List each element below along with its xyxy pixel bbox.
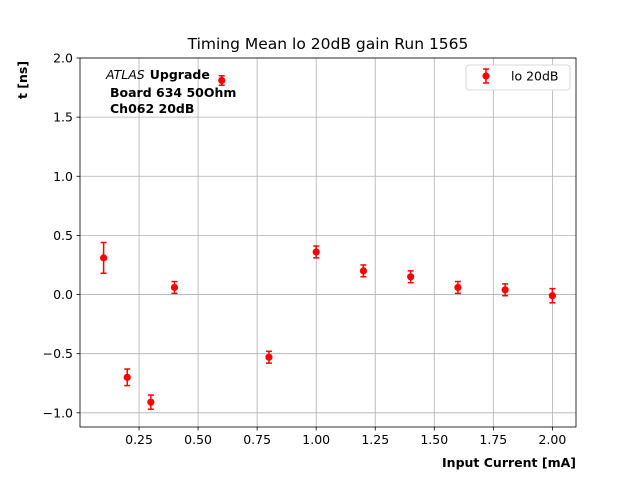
x-tick-label: 0.25 bbox=[125, 432, 153, 447]
x-axis-label: Input Current [mA] bbox=[442, 455, 576, 470]
data-point bbox=[359, 267, 368, 275]
x-tick-label: 1.25 bbox=[361, 432, 389, 447]
annotation-board: Board 634 50Ohm bbox=[110, 85, 236, 100]
x-tick-label: 1.75 bbox=[479, 432, 507, 447]
data-point bbox=[501, 286, 509, 294]
data-point bbox=[312, 248, 320, 256]
data-point bbox=[100, 254, 108, 262]
data-point bbox=[454, 283, 462, 292]
x-tick-label: 0.75 bbox=[243, 432, 271, 447]
upgrade-label: Upgrade bbox=[150, 67, 210, 82]
y-tick-label: 0.5 bbox=[53, 228, 73, 243]
data-point bbox=[147, 398, 155, 406]
y-axis-ticks: −1.0 −0.5 0.0 0.5 1.0 1.5 2.0 bbox=[43, 51, 80, 420]
atlas-annotation: ATLAS Upgrade Board 634 50Ohm Ch062 20dB bbox=[105, 67, 236, 116]
x-tick-label: 1.00 bbox=[302, 432, 330, 447]
y-tick-label: 1.0 bbox=[53, 169, 73, 184]
x-axis-ticks: 0.25 0.50 0.75 1.00 1.25 1.50 1.75 2.00 bbox=[125, 427, 566, 447]
data-point bbox=[548, 292, 556, 300]
annotation-line-1: ATLAS Upgrade bbox=[105, 67, 210, 82]
y-tick-label: −1.0 bbox=[43, 405, 73, 420]
y-tick-label: 1.5 bbox=[53, 110, 73, 125]
data-point bbox=[123, 373, 131, 381]
legend-marker bbox=[482, 72, 490, 80]
x-tick-label: 1.50 bbox=[420, 432, 448, 447]
data-point bbox=[407, 273, 415, 281]
chart-title: Timing Mean lo 20dB gain Run 1565 bbox=[187, 35, 469, 53]
y-tick-label: 0.0 bbox=[53, 287, 73, 302]
data-series bbox=[100, 74, 556, 411]
atlas-label: ATLAS bbox=[105, 67, 145, 82]
data-point bbox=[170, 283, 179, 292]
x-tick-label: 2.00 bbox=[538, 432, 566, 447]
legend-box bbox=[465, 64, 571, 91]
data-point bbox=[218, 76, 226, 85]
y-tick-label: 2.0 bbox=[53, 51, 73, 66]
data-point bbox=[265, 353, 273, 361]
legend-label: lo 20dB bbox=[511, 69, 559, 84]
x-tick-label: 0.50 bbox=[184, 432, 212, 447]
axes-frame bbox=[79, 57, 577, 428]
legend: lo 20dB bbox=[465, 64, 571, 91]
y-axis-label: t [ns] bbox=[15, 61, 30, 99]
y-tick-label: −0.5 bbox=[43, 346, 73, 361]
annotation-channel: Ch062 20dB bbox=[110, 101, 194, 116]
